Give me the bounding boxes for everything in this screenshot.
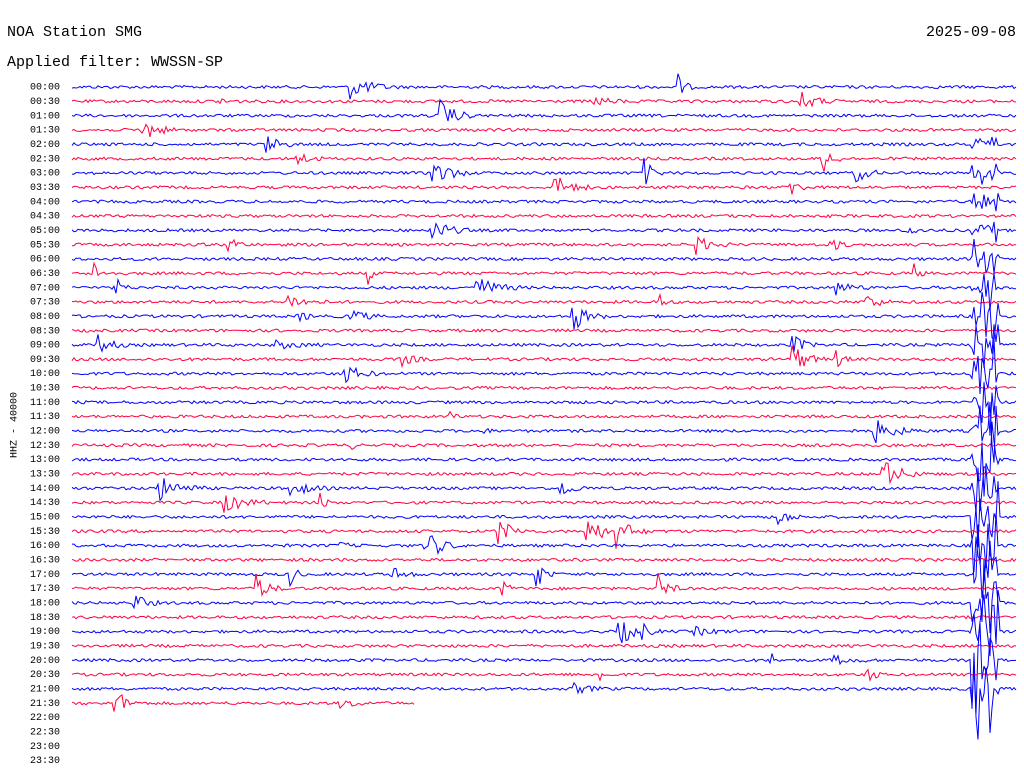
trace [71, 521, 1017, 549]
time-label: 11:30 [30, 412, 60, 423]
trace [71, 385, 1017, 391]
time-label: 12:30 [30, 441, 60, 452]
time-label: 22:00 [30, 713, 60, 724]
time-label: 21:00 [30, 685, 60, 696]
trace [71, 466, 1017, 512]
time-label: 11:00 [30, 398, 60, 409]
time-label: 01:30 [30, 126, 60, 137]
time-label: 05:00 [30, 226, 60, 237]
time-label: 08:30 [30, 326, 60, 337]
time-label: 12:00 [30, 427, 60, 438]
trace [71, 462, 1017, 485]
time-label: 03:30 [30, 183, 60, 194]
trace [71, 273, 1017, 311]
trace [71, 91, 1017, 108]
time-label: 09:00 [30, 341, 60, 352]
trace [71, 291, 1017, 341]
time-label: 04:30 [30, 212, 60, 223]
time-label: 07:30 [30, 298, 60, 309]
time-label: 05:30 [30, 240, 60, 251]
time-label: 23:30 [30, 756, 60, 767]
trace [71, 152, 1017, 172]
trace [71, 328, 1017, 333]
time-label: 21:30 [30, 699, 60, 710]
time-label: 16:00 [30, 541, 60, 552]
trace [71, 693, 415, 712]
time-label: 23:00 [30, 742, 60, 753]
time-label: 00:00 [30, 83, 60, 94]
trace [71, 324, 1017, 368]
date-label: 2025-09-08 [926, 24, 1016, 41]
trace [71, 614, 1016, 620]
trace [71, 643, 1017, 649]
trace [71, 292, 1017, 308]
trace [71, 236, 1017, 255]
time-label: 03:00 [30, 169, 60, 180]
station-title: NOA Station SMG [7, 24, 142, 41]
trace [71, 239, 1017, 274]
time-label: 15:00 [30, 513, 60, 524]
trace [71, 345, 1017, 369]
time-label: 19:00 [30, 627, 60, 638]
trace [71, 421, 1017, 497]
time-label: 07:00 [30, 283, 60, 294]
time-label: 10:00 [30, 369, 60, 380]
time-label: 14:30 [30, 498, 60, 509]
time-label: 01:00 [30, 111, 60, 122]
time-label: 02:00 [30, 140, 60, 151]
time-label: 18:30 [30, 613, 60, 624]
trace [71, 157, 1017, 185]
time-label: 16:30 [30, 556, 60, 567]
trace [71, 573, 1017, 597]
trace [71, 668, 1017, 683]
trace [71, 73, 1017, 100]
time-label: 13:30 [30, 470, 60, 481]
time-label: 22:30 [30, 727, 60, 738]
time-label: 00:30 [30, 97, 60, 108]
trace [71, 557, 1017, 563]
trace [71, 492, 1017, 513]
trace [71, 136, 1017, 153]
time-label: 17:30 [30, 584, 60, 595]
trace [71, 177, 1017, 195]
trace [71, 213, 1017, 219]
trace [71, 261, 1017, 285]
time-label: 06:00 [30, 255, 60, 266]
trace [71, 339, 1016, 395]
filter-label: Applied filter: WWSSN-SP [7, 54, 223, 71]
time-label: 15:30 [30, 527, 60, 538]
trace [71, 98, 1017, 122]
trace [71, 623, 1017, 715]
trace [71, 559, 1017, 645]
trace [71, 410, 1017, 419]
time-label: 10:30 [30, 384, 60, 395]
time-label: 09:30 [30, 355, 60, 366]
trace [71, 665, 1017, 740]
time-label: 17:00 [30, 570, 60, 581]
time-label: 20:30 [30, 670, 60, 681]
time-label: 06:30 [30, 269, 60, 280]
time-label: 08:00 [30, 312, 60, 323]
trace [71, 221, 1017, 243]
trace [71, 123, 1017, 138]
trace [71, 382, 1017, 436]
trace [71, 481, 1017, 548]
trace [71, 401, 1016, 463]
time-label: 04:00 [30, 197, 60, 208]
traces [71, 73, 1017, 740]
trace [71, 536, 1017, 599]
trace [72, 512, 1017, 584]
time-label: 14:00 [30, 484, 60, 495]
time-label: 19:30 [30, 642, 60, 653]
trace [71, 193, 1017, 212]
trace [71, 580, 1017, 657]
trace [71, 443, 1017, 450]
channel-label: HHZ - 40000 [10, 392, 21, 458]
time-label: 18:00 [30, 599, 60, 610]
time-label: 13:00 [30, 455, 60, 466]
time-label: 02:30 [30, 154, 60, 165]
time-label: 20:00 [30, 656, 60, 667]
